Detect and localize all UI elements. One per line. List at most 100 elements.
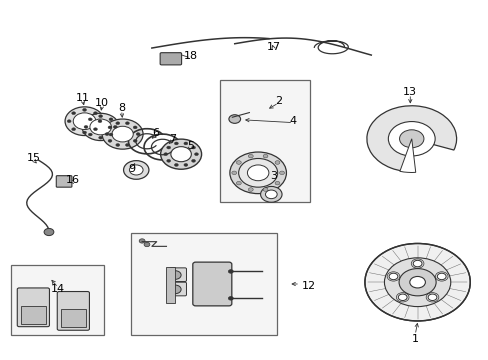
Circle shape xyxy=(98,120,102,123)
Circle shape xyxy=(102,119,143,149)
Bar xyxy=(11,265,104,335)
Circle shape xyxy=(88,118,92,121)
Text: 14: 14 xyxy=(51,284,65,294)
Circle shape xyxy=(174,163,178,166)
Circle shape xyxy=(144,242,150,247)
Text: 18: 18 xyxy=(183,51,198,61)
Circle shape xyxy=(129,165,143,175)
Wedge shape xyxy=(399,139,415,172)
Circle shape xyxy=(125,144,129,147)
Circle shape xyxy=(247,165,268,181)
Circle shape xyxy=(113,126,117,129)
Circle shape xyxy=(108,139,112,142)
Circle shape xyxy=(90,119,111,135)
Circle shape xyxy=(163,153,167,156)
Circle shape xyxy=(229,152,286,194)
Circle shape xyxy=(183,163,187,166)
Circle shape xyxy=(183,142,187,145)
Circle shape xyxy=(88,133,92,136)
Circle shape xyxy=(364,243,469,321)
Circle shape xyxy=(248,154,253,158)
Circle shape xyxy=(108,126,112,129)
Circle shape xyxy=(248,188,253,191)
Circle shape xyxy=(263,188,267,191)
Bar xyxy=(131,233,276,335)
Circle shape xyxy=(82,108,86,111)
Circle shape xyxy=(67,120,71,123)
Circle shape xyxy=(116,144,120,147)
Text: 17: 17 xyxy=(266,42,280,52)
Circle shape xyxy=(109,133,113,136)
Circle shape xyxy=(384,258,450,307)
Circle shape xyxy=(399,130,423,148)
FancyBboxPatch shape xyxy=(169,282,186,296)
Bar xyxy=(61,310,85,327)
Circle shape xyxy=(194,153,198,156)
Circle shape xyxy=(427,294,436,301)
Text: 6: 6 xyxy=(152,129,159,138)
Circle shape xyxy=(263,154,267,158)
Text: 3: 3 xyxy=(270,171,277,181)
Circle shape xyxy=(116,122,120,125)
Circle shape xyxy=(82,131,86,134)
Circle shape xyxy=(409,276,425,288)
Circle shape xyxy=(166,146,170,149)
Circle shape xyxy=(93,112,97,114)
FancyBboxPatch shape xyxy=(17,288,49,327)
Circle shape xyxy=(166,159,170,162)
Text: 16: 16 xyxy=(66,175,80,185)
Circle shape xyxy=(238,158,277,187)
Text: 2: 2 xyxy=(275,96,282,106)
Circle shape xyxy=(170,147,191,162)
Circle shape xyxy=(73,113,96,130)
Circle shape xyxy=(72,128,76,131)
Circle shape xyxy=(274,161,279,164)
Circle shape xyxy=(82,113,119,140)
Circle shape xyxy=(236,161,241,164)
Circle shape xyxy=(99,115,102,118)
Circle shape xyxy=(133,139,137,142)
Circle shape xyxy=(72,112,76,114)
Circle shape xyxy=(398,269,435,296)
Circle shape xyxy=(44,228,54,235)
Text: 7: 7 xyxy=(168,134,176,144)
Text: 11: 11 xyxy=(76,93,89,103)
Circle shape xyxy=(265,190,277,199)
Circle shape xyxy=(436,273,445,280)
FancyBboxPatch shape xyxy=(169,268,186,282)
Text: 1: 1 xyxy=(411,333,418,343)
Text: 4: 4 xyxy=(289,116,296,126)
Bar xyxy=(220,80,310,202)
Circle shape xyxy=(169,285,181,294)
Circle shape xyxy=(388,273,397,280)
Text: 12: 12 xyxy=(302,281,316,291)
Wedge shape xyxy=(366,106,456,171)
Circle shape xyxy=(125,122,129,125)
Text: 15: 15 xyxy=(27,153,41,163)
Circle shape xyxy=(136,133,140,135)
Circle shape xyxy=(174,142,178,145)
FancyBboxPatch shape xyxy=(192,262,231,306)
Circle shape xyxy=(260,186,282,202)
Bar xyxy=(166,267,175,303)
FancyBboxPatch shape xyxy=(56,176,72,187)
Circle shape xyxy=(279,171,284,175)
Text: 10: 10 xyxy=(95,98,109,108)
Circle shape xyxy=(228,115,240,123)
Circle shape xyxy=(139,239,145,243)
Circle shape xyxy=(112,126,133,142)
Circle shape xyxy=(93,128,97,131)
Circle shape xyxy=(160,139,201,169)
FancyBboxPatch shape xyxy=(57,292,89,330)
Circle shape xyxy=(228,297,233,300)
Text: 9: 9 xyxy=(127,164,135,174)
Circle shape xyxy=(387,122,434,156)
Circle shape xyxy=(274,181,279,185)
Circle shape xyxy=(65,107,104,135)
Circle shape xyxy=(412,260,421,267)
Circle shape xyxy=(169,271,181,279)
Circle shape xyxy=(109,118,113,121)
Circle shape xyxy=(99,136,102,139)
Circle shape xyxy=(191,159,195,162)
Bar xyxy=(21,306,45,324)
